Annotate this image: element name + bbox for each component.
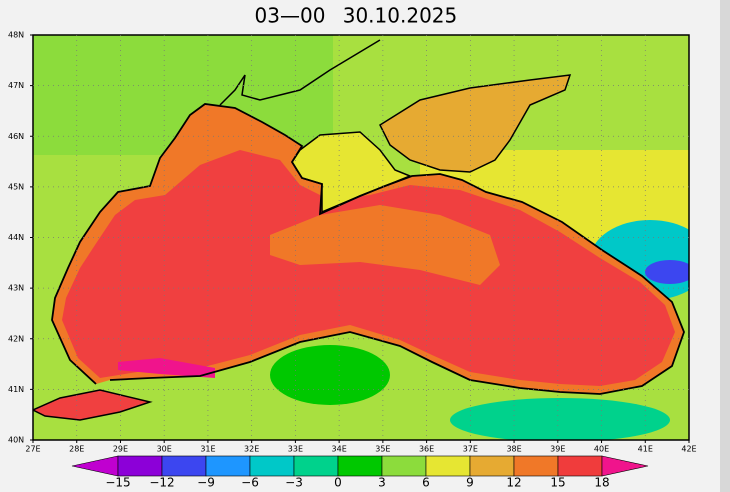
colorbar-segment <box>557 455 603 477</box>
green-patch <box>270 345 390 405</box>
lat-label: 47N <box>8 81 24 90</box>
colorbar-segment <box>337 455 383 477</box>
colorbar-segment <box>469 455 515 477</box>
marmara-sea <box>33 389 153 421</box>
lat-label: 41N <box>8 385 24 394</box>
colorbar-segment <box>513 455 559 477</box>
colorbar-label: 6 <box>422 476 430 490</box>
sea-inner-band <box>270 205 500 285</box>
lat-label: 42N <box>8 334 24 343</box>
lon-label: 34E <box>332 445 347 454</box>
colorbar-segment <box>425 455 471 477</box>
colorbar-segment <box>161 455 207 477</box>
lon-label: 29E <box>113 445 128 454</box>
colorbar: −15 −12 −9 −6 −3 0 3 6 9 12 15 18 <box>71 455 649 490</box>
colorbar-label: −9 <box>197 476 215 490</box>
cold-core <box>645 260 689 284</box>
lat-label: 46N <box>8 132 24 141</box>
colorbar-segment <box>249 455 295 477</box>
colorbar-label: 0 <box>334 476 342 490</box>
colorbar-segment <box>293 455 339 477</box>
colorbar-label: 15 <box>550 476 565 490</box>
colorbar-label: −3 <box>285 476 303 490</box>
river <box>219 39 381 106</box>
azov-sea <box>379 74 572 173</box>
lat-label: 48N <box>8 31 24 40</box>
title-time: 03—00 <box>255 4 326 28</box>
title-date: 30.10.2025 <box>343 4 458 28</box>
lon-label: 30E <box>157 445 172 454</box>
lon-label: 27E <box>25 445 40 454</box>
colorbar-segment <box>117 455 163 477</box>
lat-label: 40N <box>8 436 24 445</box>
colorbar-label: 3 <box>378 476 386 490</box>
colorbar-label: 9 <box>466 476 474 490</box>
hot-strip <box>118 358 215 378</box>
lon-label: 35E <box>375 445 390 454</box>
sea-hot <box>62 150 675 386</box>
lat-label: 45N <box>8 182 24 191</box>
colorbar-label: 12 <box>506 476 521 490</box>
colorbar-over <box>601 455 649 477</box>
teal-patch <box>450 398 670 440</box>
coastline <box>51 103 685 395</box>
lon-label: 40E <box>594 445 609 454</box>
lon-label: 38E <box>506 445 521 454</box>
colorbar-segment <box>205 455 251 477</box>
side-strip <box>720 0 730 492</box>
lon-label: 37E <box>463 445 478 454</box>
colorbar-label: 18 <box>594 476 609 490</box>
colorbar-segment <box>381 455 427 477</box>
lat-label: 43N <box>8 284 24 293</box>
lon-label: 33E <box>288 445 303 454</box>
colorbar-label: −15 <box>105 476 130 490</box>
lat-label: 44N <box>8 233 24 242</box>
lon-label: 36E <box>419 445 434 454</box>
colorbar-label: −12 <box>149 476 174 490</box>
lon-label: 41E <box>638 445 653 454</box>
lon-label: 31E <box>200 445 215 454</box>
colorbar-label: −6 <box>241 476 259 490</box>
lon-label: 32E <box>244 445 259 454</box>
lon-label: 42E <box>681 445 696 454</box>
lon-label: 39E <box>550 445 565 454</box>
lon-label: 28E <box>69 445 84 454</box>
